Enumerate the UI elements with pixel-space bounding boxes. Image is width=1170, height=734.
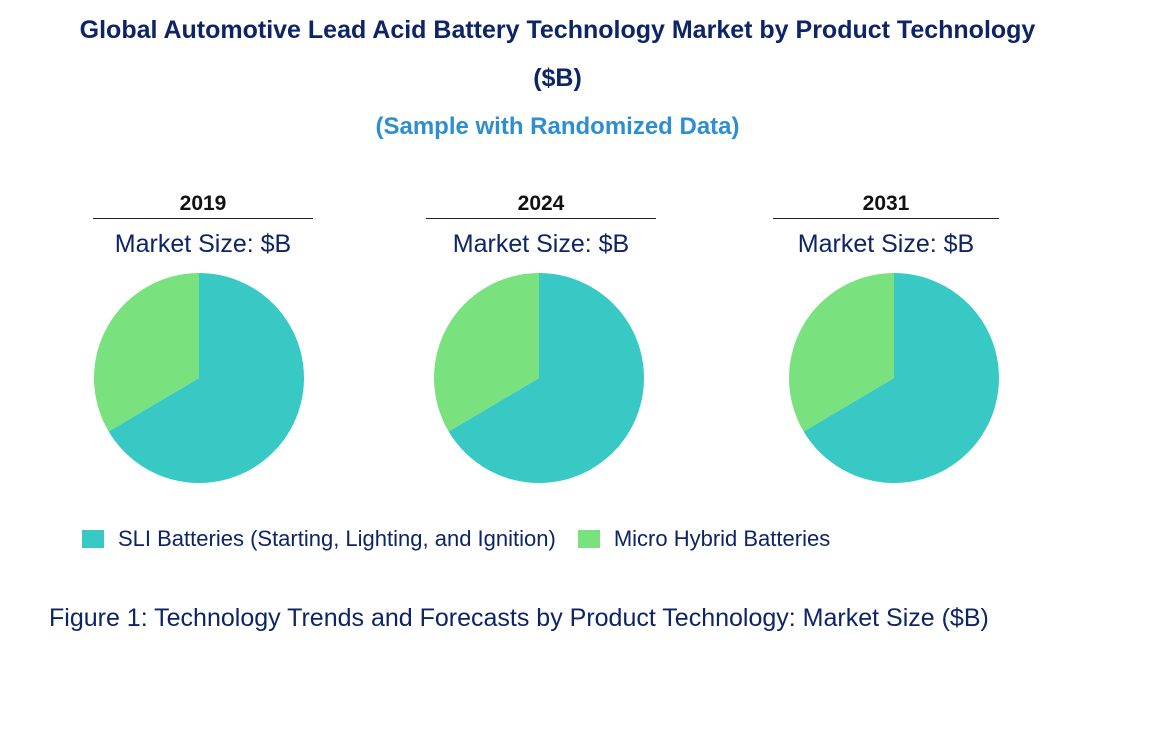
- pie-group-2019: 2019 Market Size: $B: [93, 190, 313, 259]
- legend-item-sli: SLI Batteries (Starting, Lighting, and I…: [82, 526, 556, 552]
- pie-chart-2019: [94, 273, 304, 484]
- chart-subtitle: (Sample with Randomized Data): [375, 113, 740, 140]
- chart-title: Global Automotive Lead Acid Battery Tech…: [79, 16, 1036, 44]
- chart-title-unit: ($B): [533, 64, 582, 92]
- legend-swatch-sli: [82, 530, 104, 548]
- chart-legend: SLI Batteries (Starting, Lighting, and I…: [82, 526, 852, 552]
- market-size-label: Market Size: $B: [797, 230, 975, 258]
- pie-slice-sli: [448, 273, 644, 484]
- legend-swatch-micro-hybrid: [577, 530, 600, 548]
- pie-slice-micro-hybrid: [434, 273, 539, 432]
- pie-group-2031: 2031 Market Size: $B: [773, 190, 999, 259]
- legend-label-micro-hybrid: Micro Hybrid Batteries: [613, 526, 831, 551]
- pie-slice-micro-hybrid: [789, 273, 894, 432]
- market-size-label: Market Size: $B: [114, 230, 292, 258]
- pie-year-label: 2031: [773, 190, 999, 219]
- pie-group-2024: 2024 Market Size: $B: [426, 190, 656, 259]
- pie-chart-2024: [434, 273, 644, 484]
- figure-caption: Figure 1: Technology Trends and Forecast…: [49, 604, 989, 632]
- pie-year-label: 2019: [93, 190, 313, 219]
- pie-chart-2031: [789, 273, 999, 484]
- market-size-label: Market Size: $B: [452, 230, 630, 258]
- legend-item-micro-hybrid: Micro Hybrid Batteries: [577, 526, 831, 552]
- pie-slice-sli: [803, 273, 999, 484]
- pie-slice-micro-hybrid: [94, 273, 199, 432]
- pie-slice-sli: [108, 273, 304, 484]
- legend-label-sli: SLI Batteries (Starting, Lighting, and I…: [118, 526, 556, 551]
- pie-year-label: 2024: [426, 190, 656, 219]
